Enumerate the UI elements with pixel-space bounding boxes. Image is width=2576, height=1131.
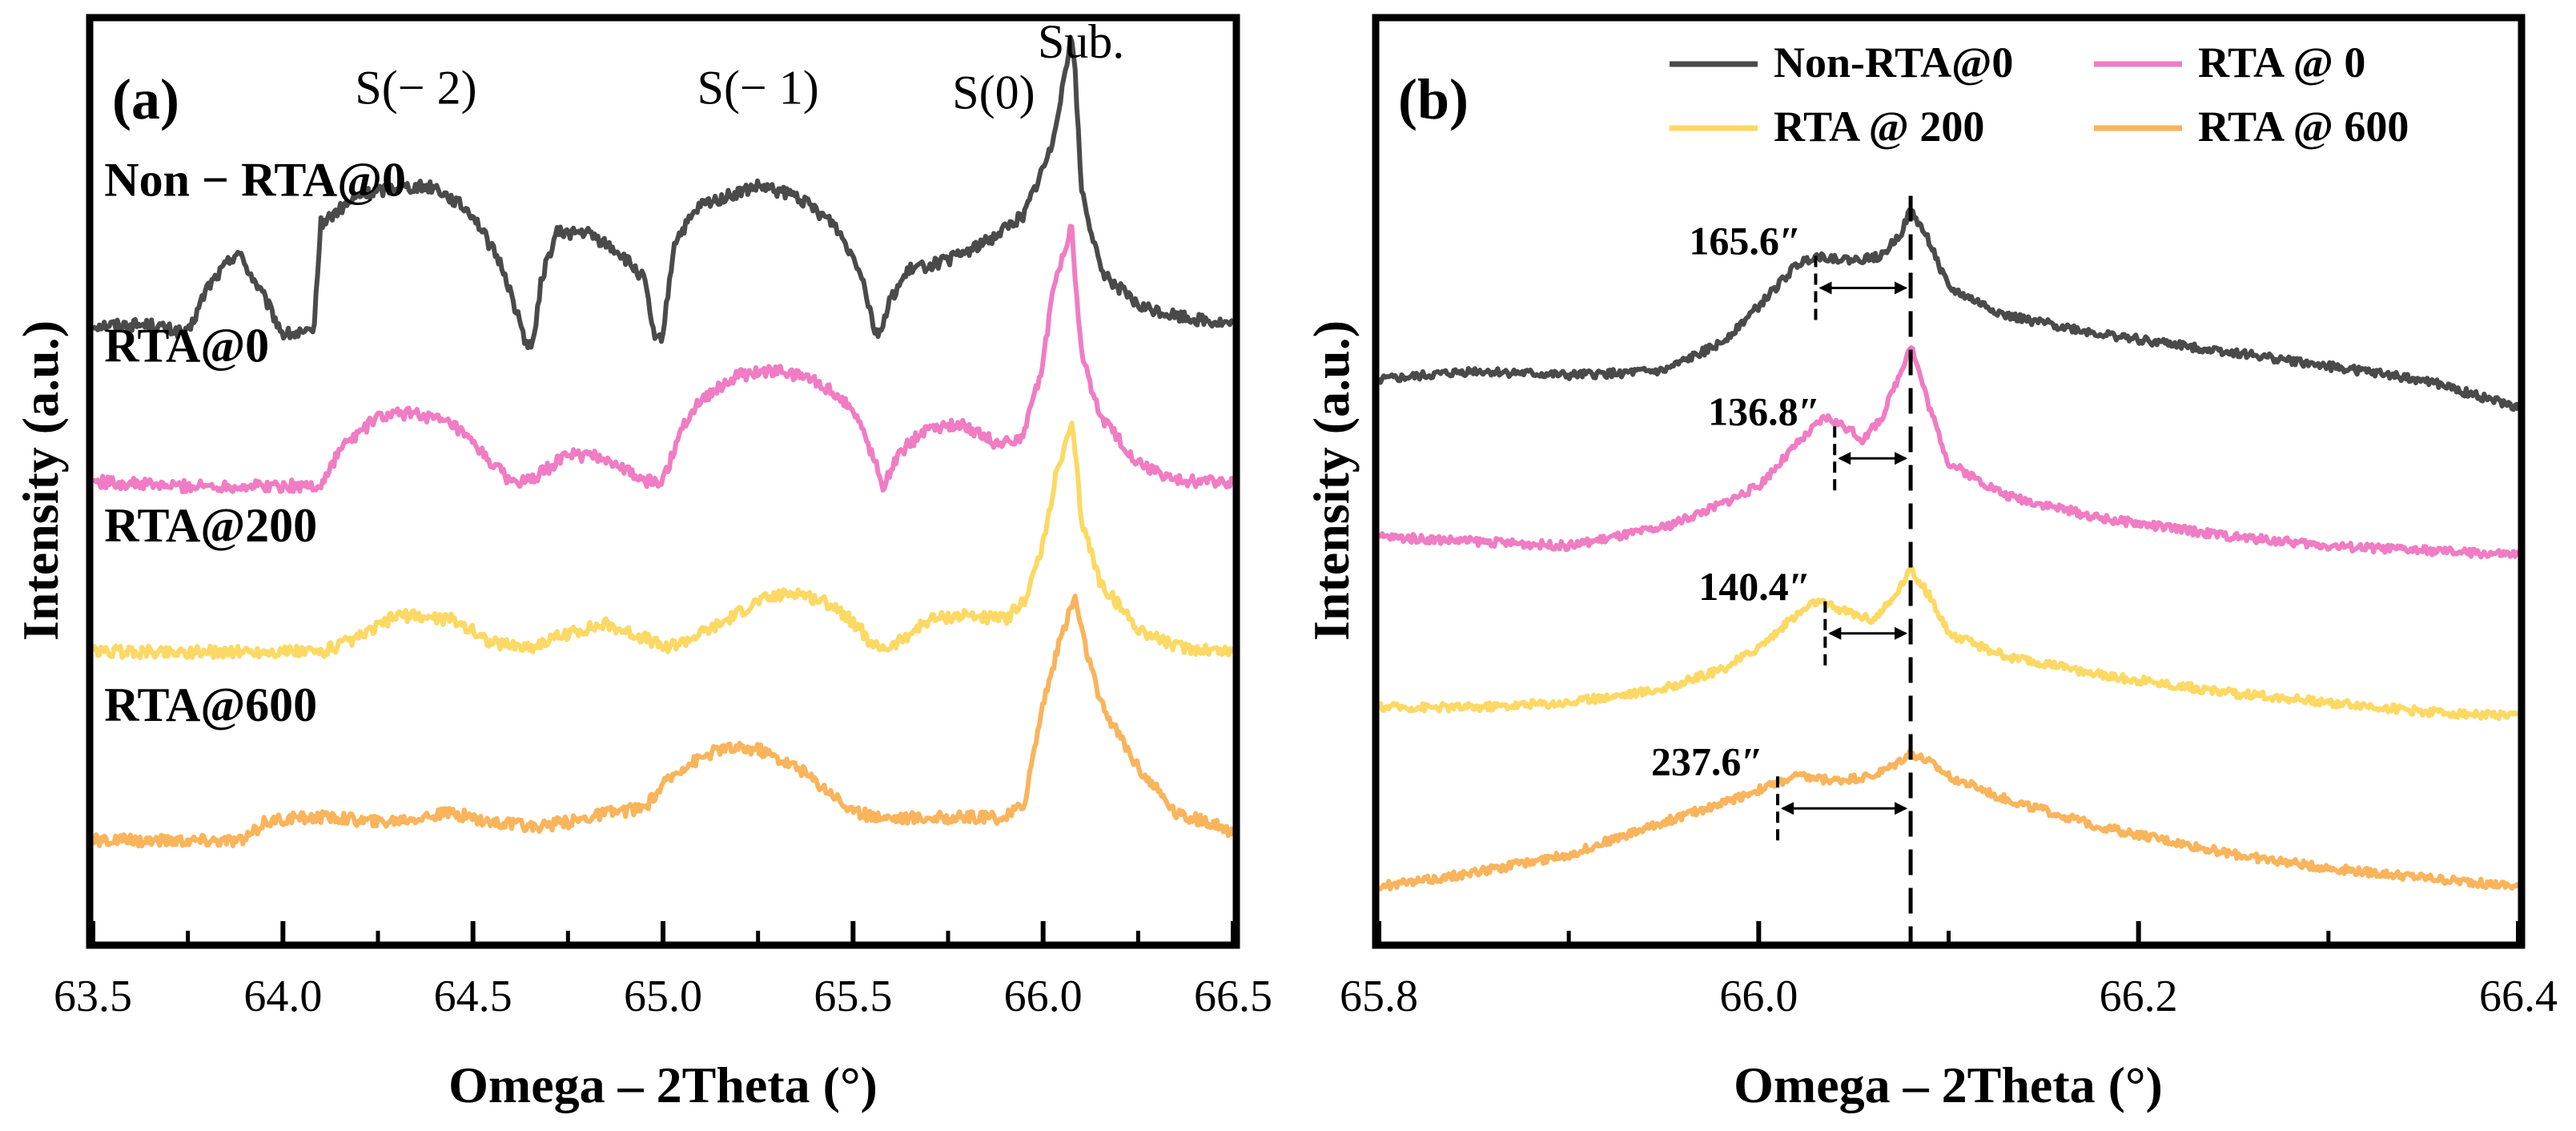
fwhm-arrow-head-right — [1895, 452, 1908, 465]
series-label: RTA@200 — [104, 499, 317, 552]
panel-a-x-axis-title: Omega – 2Theta (°) — [448, 1057, 878, 1113]
panel-b-curves — [1376, 207, 2521, 892]
fwhm-value-label: 237.6″ — [1651, 739, 1763, 783]
panel-b-y-axis-title: Intensity (a.u.) — [1303, 320, 1360, 641]
series-line-b-1 — [1376, 345, 2520, 560]
x-tick-label: 65.5 — [814, 972, 892, 1021]
panel-b-fwhm-annotations: 165.6″ 136.8″ 140.4″ 237.6″ — [1651, 219, 1908, 841]
series-label: RTA@600 — [104, 678, 317, 731]
peak-annotation-label: S(− 2) — [355, 62, 476, 115]
fwhm-arrow-head-left — [1818, 281, 1832, 295]
panel-a-x-ticks — [90, 921, 1236, 942]
fwhm-arrow-head-left — [1828, 626, 1842, 640]
fwhm-arrow-head-right — [1895, 802, 1908, 815]
x-tick-label: 66.2 — [2100, 972, 2178, 1021]
panel-a-x-tick-labels: 63.5 64.0 64.5 65.0 65.5 66.0 66.5 — [54, 972, 1272, 1021]
legend-entry-label: RTA @ 0 — [2198, 38, 2365, 87]
x-tick-label: 65.0 — [624, 972, 702, 1021]
series-line-a-0 — [90, 34, 1235, 351]
fwhm-value-label: 165.6″ — [1689, 219, 1801, 264]
series-line-a-1 — [91, 223, 1236, 495]
panel-a-frame — [86, 14, 1240, 949]
series-line-a-3 — [90, 594, 1236, 849]
series-line-b-3 — [1376, 748, 2521, 892]
x-tick-label: 66.0 — [1004, 972, 1083, 1021]
fwhm-value-label: 136.8″ — [1708, 388, 1820, 433]
series-line-b-0 — [1376, 207, 2521, 413]
panel-b: 165.6″ 136.8″ 140.4″ 237.6″ 65.8 66.0 66.2 66.… — [1303, 14, 2558, 1113]
panel-a-curves — [90, 34, 1236, 849]
panel-a-label: (a) — [112, 67, 179, 131]
panel-b-legend: Non-RTA@0 RTA @ 0 RTA @ 200 RTA @ 600 — [1670, 38, 2409, 151]
panel-b-label: (b) — [1398, 67, 1469, 131]
x-tick-label: 64.0 — [243, 972, 322, 1021]
fwhm-arrow-head-right — [1895, 281, 1908, 295]
series-label: Non − RTA@0 — [104, 154, 406, 207]
panel-a-peak-annotations: S(− 2) S(− 1) S(0)Sub. — [355, 15, 1124, 119]
panel-b-frame — [1372, 14, 2526, 949]
x-tick-label: 66.5 — [1194, 972, 1272, 1021]
panel-b-x-tick-labels: 65.8 66.0 66.2 66.4 — [1340, 972, 2558, 1021]
panel-b-x-axis-title: Omega – 2Theta (°) — [1734, 1057, 2163, 1113]
legend-entry-label: Non-RTA@0 — [1774, 38, 2013, 87]
fwhm-arrow-head-right — [1895, 626, 1908, 640]
panel-b-x-ticks — [1376, 921, 2521, 942]
x-tick-label: 66.4 — [2479, 972, 2558, 1021]
peak-annotation-label: Sub. — [1038, 15, 1124, 68]
panel-a: 63.5 64.0 64.5 65.0 65.5 66.0 66.5 (a) S(− 2) S… — [12, 14, 1272, 1113]
peak-annotation-label: S(− 1) — [697, 62, 819, 115]
x-tick-label: 63.5 — [54, 972, 132, 1021]
series-label: RTA@0 — [104, 320, 269, 372]
peak-annotation-label: S(0) — [952, 66, 1035, 119]
fwhm-arrow-head-left — [1781, 802, 1794, 815]
legend-entry-label: RTA @ 200 — [1774, 103, 1984, 151]
legend-entry-label: RTA @ 600 — [2198, 103, 2409, 151]
panel-a-series-labels: Non − RTA@0 RTA@0 RTA@200 RTA@600 — [104, 154, 406, 732]
series-line-a-2 — [90, 421, 1236, 661]
x-tick-label: 66.0 — [1719, 972, 1798, 1021]
fwhm-value-label: 140.4″ — [1698, 564, 1810, 609]
fwhm-arrow-head-left — [1838, 452, 1851, 465]
x-tick-label: 64.5 — [434, 972, 512, 1021]
x-tick-label: 65.8 — [1340, 972, 1418, 1021]
series-line-b-2 — [1378, 564, 2520, 722]
panel-a-y-axis-title: Intensity (a.u.) — [12, 320, 69, 641]
